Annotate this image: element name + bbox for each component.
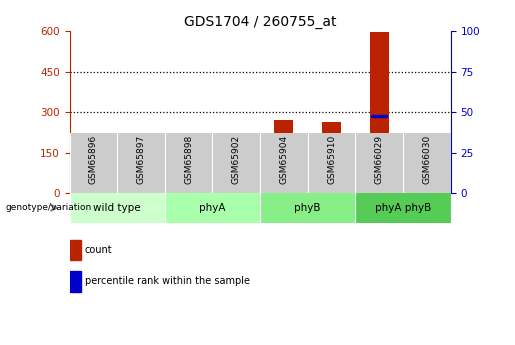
Text: count: count xyxy=(85,245,113,255)
Bar xyxy=(355,133,403,193)
Bar xyxy=(212,133,260,193)
Text: GSM65898: GSM65898 xyxy=(184,135,193,184)
Text: genotype/variation: genotype/variation xyxy=(5,203,91,212)
Text: phyA phyB: phyA phyB xyxy=(375,203,431,213)
Bar xyxy=(307,133,355,193)
Text: GSM65896: GSM65896 xyxy=(89,135,98,184)
Bar xyxy=(260,133,308,193)
Text: phyA: phyA xyxy=(199,203,226,213)
Bar xyxy=(70,193,165,223)
Bar xyxy=(179,185,198,193)
Bar xyxy=(227,150,246,193)
Bar xyxy=(70,240,81,260)
Bar xyxy=(84,149,103,193)
Bar xyxy=(355,193,451,223)
Bar xyxy=(85,152,101,155)
Bar xyxy=(403,133,451,193)
Bar xyxy=(181,170,197,172)
Bar xyxy=(370,32,389,193)
Text: GSM65897: GSM65897 xyxy=(136,135,145,184)
Bar xyxy=(371,115,387,117)
Bar xyxy=(131,173,150,193)
Bar xyxy=(133,158,149,161)
Text: wild type: wild type xyxy=(93,203,141,213)
Text: GSM66029: GSM66029 xyxy=(375,135,384,184)
Bar xyxy=(70,271,81,292)
Title: GDS1704 / 260755_at: GDS1704 / 260755_at xyxy=(184,14,336,29)
Bar xyxy=(274,120,294,193)
Bar xyxy=(165,193,260,223)
Bar xyxy=(117,133,165,193)
Text: percentile rank within the sample: percentile rank within the sample xyxy=(85,276,250,286)
Text: phyB: phyB xyxy=(295,203,321,213)
Text: GSM65902: GSM65902 xyxy=(232,135,241,184)
Bar xyxy=(276,148,292,151)
Text: GSM65910: GSM65910 xyxy=(327,135,336,184)
Bar xyxy=(228,155,244,157)
Text: GSM66030: GSM66030 xyxy=(422,135,431,184)
Text: GSM65904: GSM65904 xyxy=(280,135,288,184)
Bar xyxy=(417,156,436,193)
Bar xyxy=(322,121,341,193)
Bar xyxy=(323,152,339,155)
Bar xyxy=(419,155,435,158)
Bar xyxy=(70,133,117,193)
Bar xyxy=(260,193,355,223)
Bar xyxy=(165,133,212,193)
